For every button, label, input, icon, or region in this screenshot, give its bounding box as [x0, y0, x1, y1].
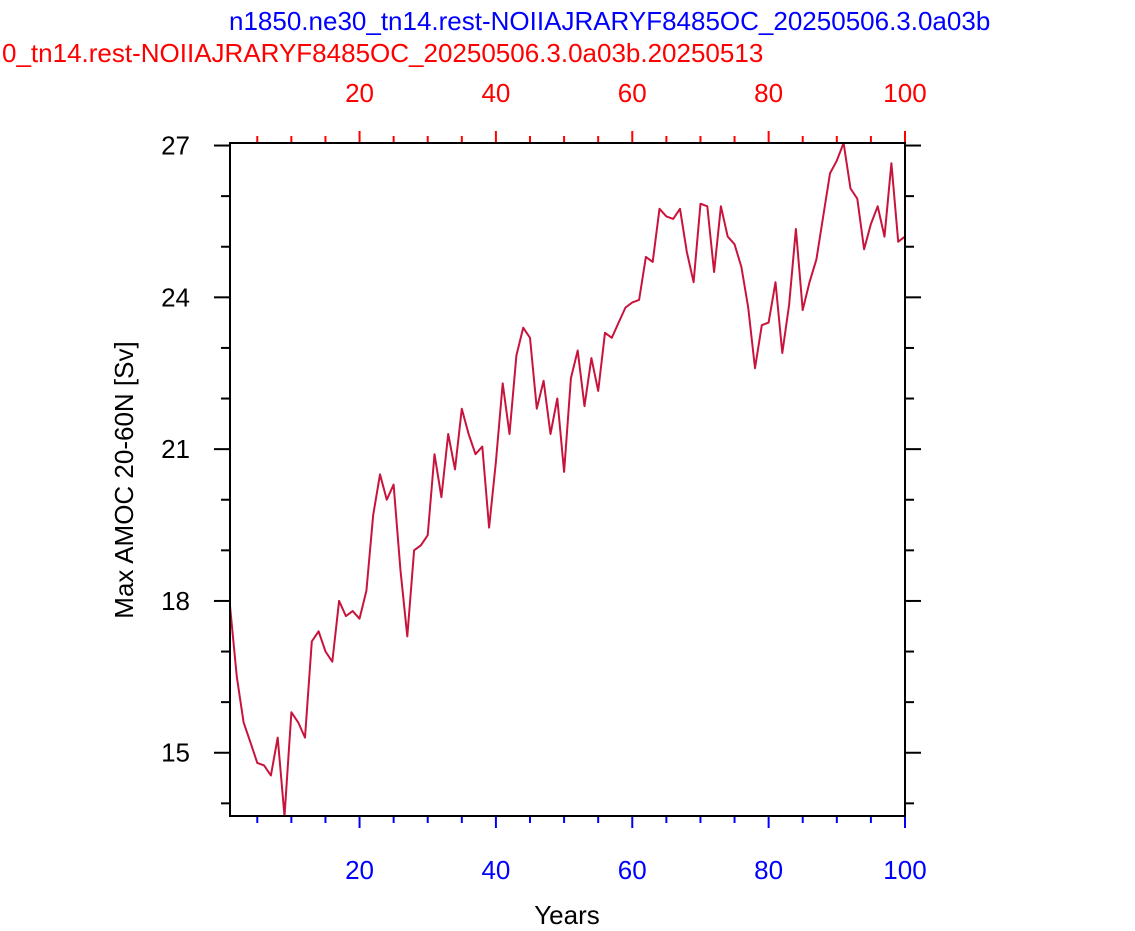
x-tick-label-bottom: 100 [883, 855, 926, 885]
y-tick-label: 18 [161, 586, 190, 616]
y-tick-label: 24 [161, 282, 190, 312]
chart-title-second: 0_tn14.rest-NOIIAJRARYF8485OC_20250506.3… [2, 38, 763, 68]
y-tick-label: 15 [161, 738, 190, 768]
x-tick-label-bottom: 40 [481, 855, 510, 885]
y-tick-label: 21 [161, 434, 190, 464]
y-tick-label: 27 [161, 131, 190, 161]
x-axis-label: Years [534, 900, 600, 930]
plot-frame [229, 142, 906, 817]
x-tick-label-top: 100 [883, 78, 926, 108]
x-tick-label-bottom: 80 [754, 855, 783, 885]
x-tick-label-top: 40 [481, 78, 510, 108]
x-tick-label-top: 60 [618, 78, 647, 108]
x-tick-label-top: 80 [754, 78, 783, 108]
x-tick-label-top: 20 [345, 78, 374, 108]
x-tick-label-bottom: 20 [345, 855, 374, 885]
tick-labels: 20 20 40 40 60 60 80 80 100 100 15 18 21 24 27 [161, 78, 927, 885]
amoc-series-line [229, 142, 906, 817]
axis-ticks [214, 131, 921, 828]
x-tick-label-bottom: 60 [618, 855, 647, 885]
chart-title-top: n1850.ne30_tn14.rest-NOIIAJRARYF8485OC_2… [229, 6, 990, 36]
y-axis-label: Max AMOC 20-60N [Sv] [109, 341, 139, 618]
